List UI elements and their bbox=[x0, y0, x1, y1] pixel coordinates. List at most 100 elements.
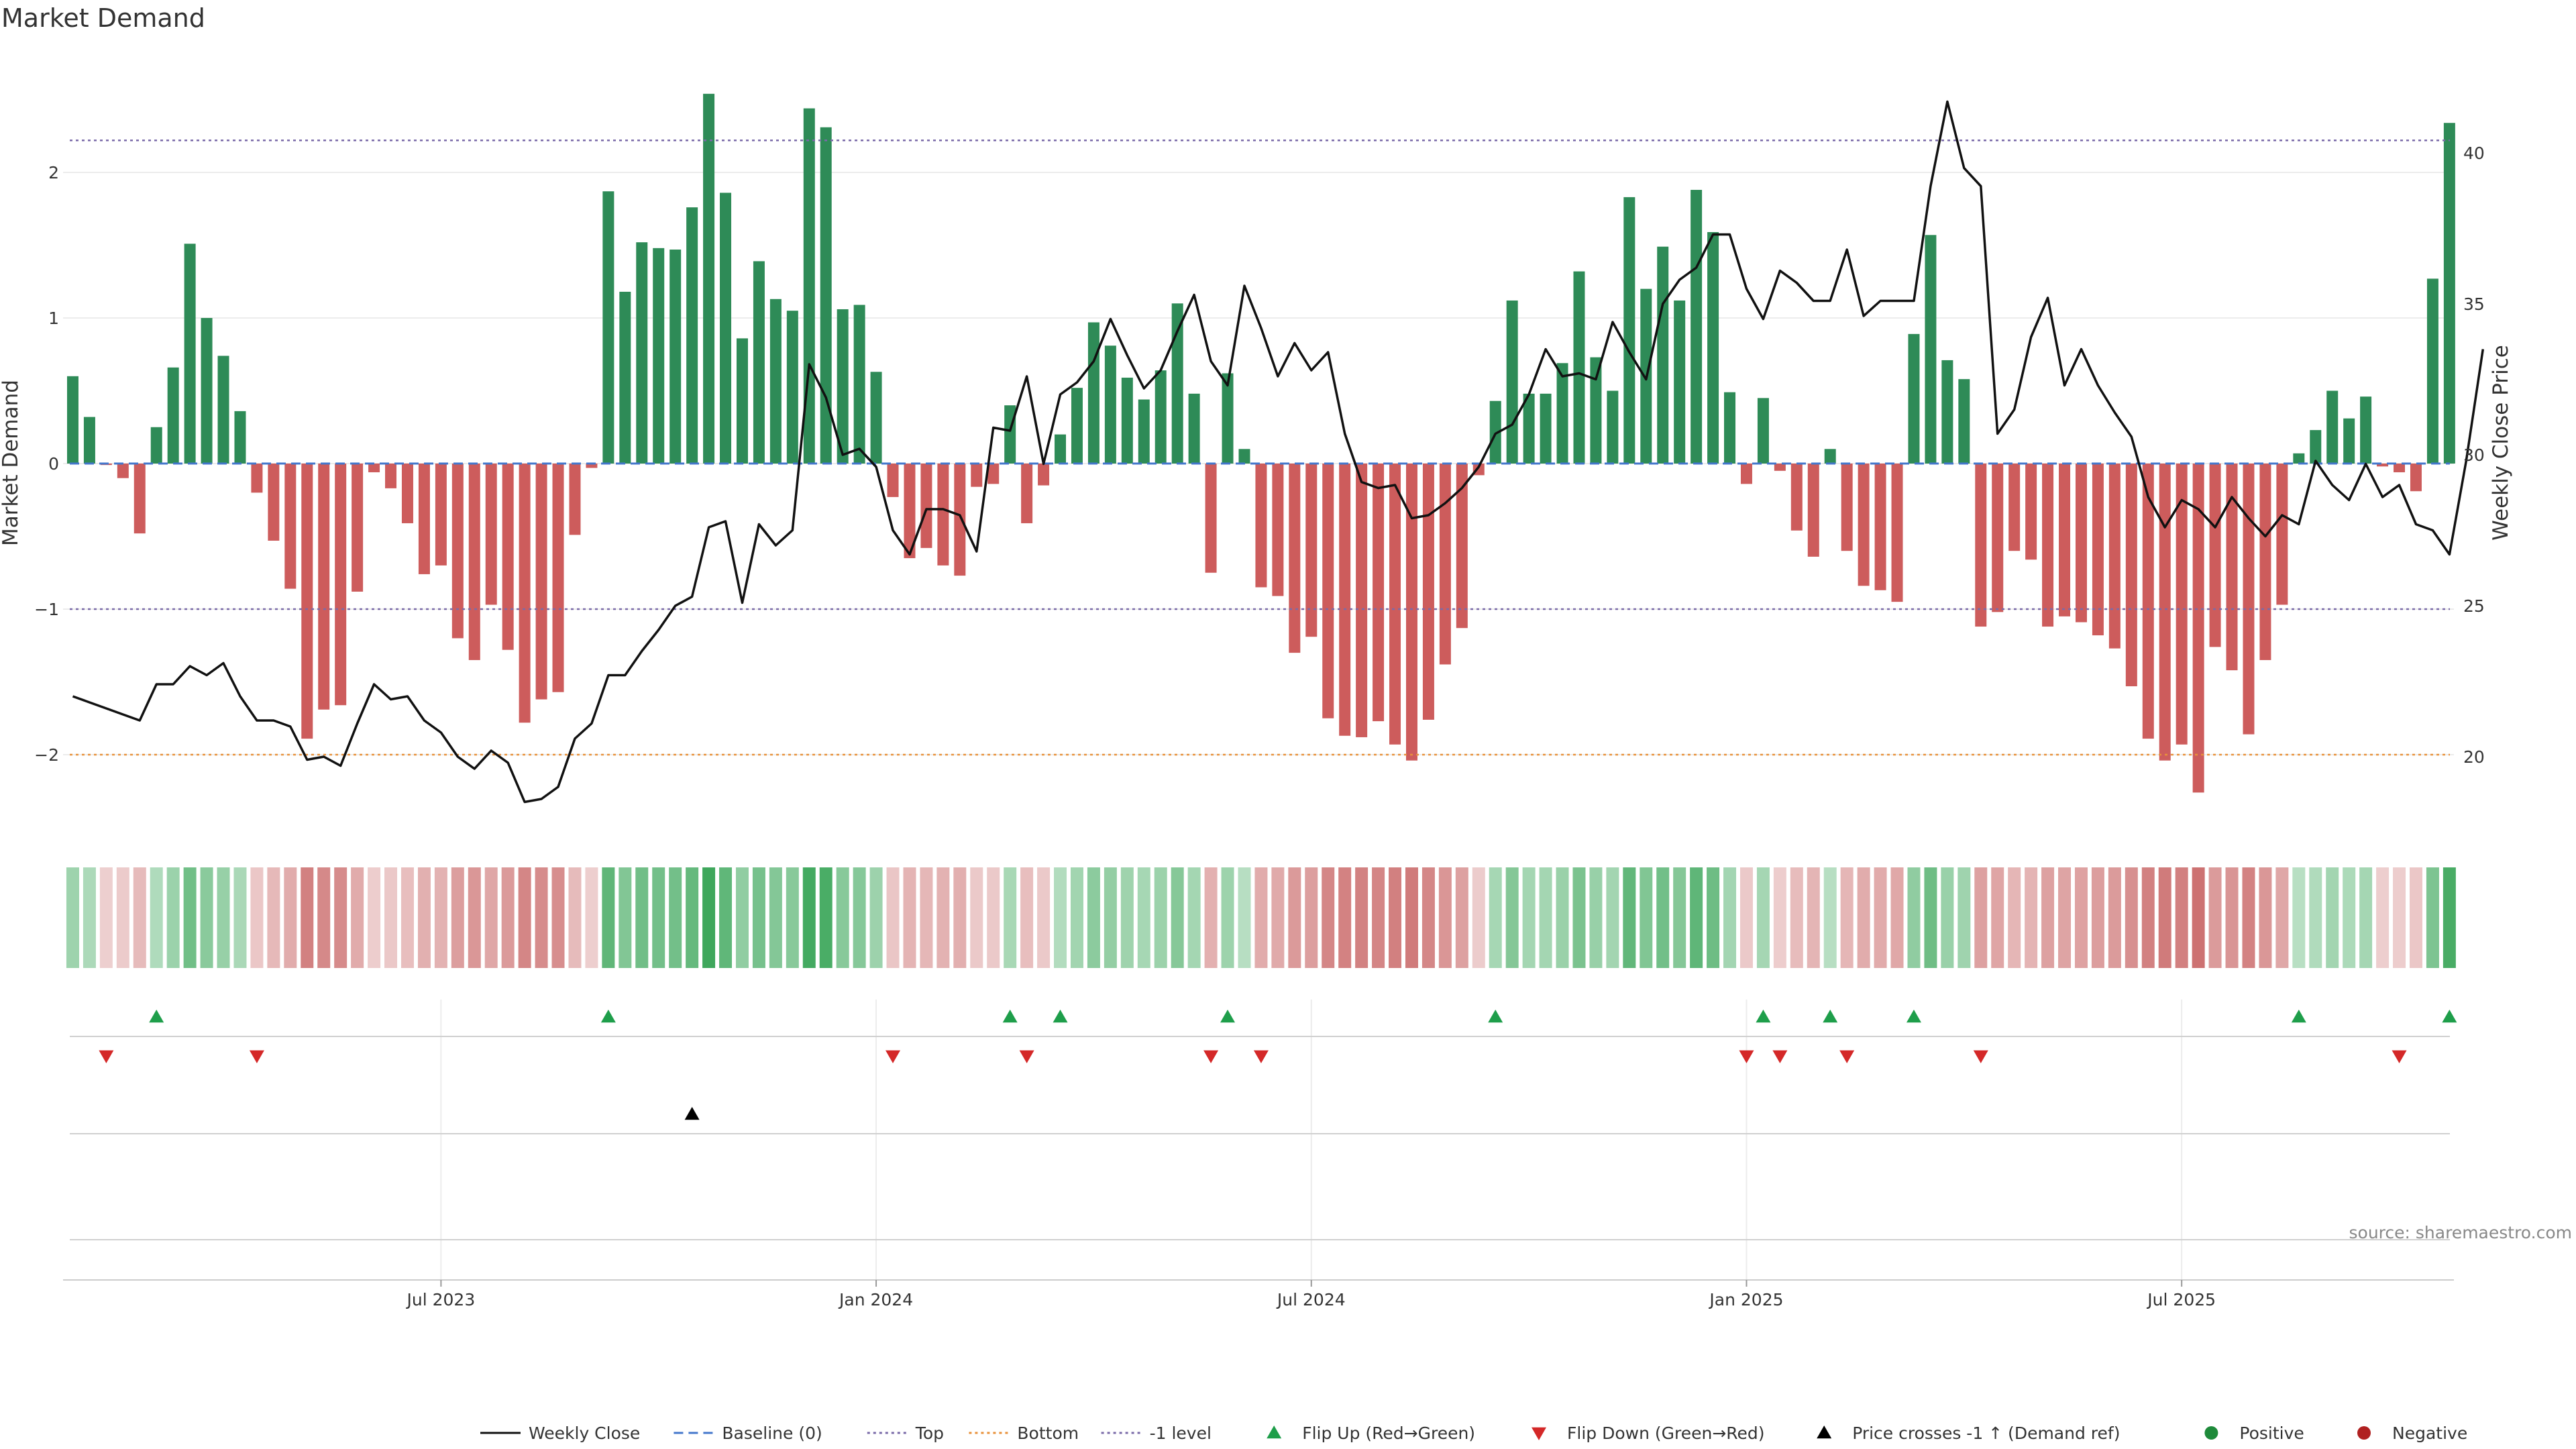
demand-bar bbox=[535, 464, 547, 700]
heat-cell bbox=[1723, 867, 1737, 968]
heat-cell bbox=[1840, 867, 1854, 968]
demand-bar bbox=[1975, 464, 1987, 627]
demand-bar bbox=[2042, 464, 2054, 627]
legend-icon-triangle-up bbox=[1267, 1426, 1282, 1439]
demand-bar bbox=[686, 207, 698, 464]
heat-cell bbox=[1489, 867, 1502, 968]
demand-bar bbox=[1038, 464, 1050, 486]
heat-cell bbox=[1204, 867, 1218, 968]
demand-bar bbox=[502, 464, 514, 650]
legend-label: Baseline (0) bbox=[722, 1424, 822, 1443]
demand-bars bbox=[66, 93, 2455, 793]
price-line-layer bbox=[72, 100, 2485, 804]
demand-bar bbox=[150, 427, 162, 464]
demand-bar bbox=[2326, 390, 2339, 464]
heat-cell bbox=[752, 867, 765, 968]
demand-bar bbox=[1055, 434, 1067, 464]
demand-bar bbox=[2310, 430, 2322, 464]
demand-bar bbox=[385, 464, 397, 488]
heat-cell bbox=[1254, 867, 1268, 968]
demand-bar bbox=[1724, 392, 1736, 464]
source-note: source: sharemaestro.com bbox=[2349, 1223, 2573, 1242]
flip-up-marker bbox=[1756, 1010, 1771, 1023]
demand-bar bbox=[1540, 393, 1552, 464]
heat-cell bbox=[836, 867, 849, 968]
demand-bar bbox=[2394, 464, 2406, 473]
heat-cell bbox=[518, 867, 531, 968]
heat-cell bbox=[384, 867, 398, 968]
legend-label: Top bbox=[915, 1424, 944, 1443]
y-tick-label: 0 bbox=[48, 454, 59, 474]
heat-cell bbox=[786, 867, 799, 968]
demand-bar bbox=[920, 464, 932, 548]
demand-bar bbox=[301, 464, 313, 739]
legend-label: Flip Down (Green→Red) bbox=[1567, 1424, 1765, 1443]
heat-cell bbox=[1087, 867, 1100, 968]
demand-bar bbox=[786, 311, 798, 464]
flip-up-marker bbox=[149, 1010, 164, 1023]
heat-cell bbox=[936, 867, 950, 968]
heat-cell bbox=[183, 867, 197, 968]
heat-cell bbox=[1438, 867, 1452, 968]
heat-cell bbox=[1389, 867, 1402, 968]
demand-bar bbox=[887, 464, 899, 497]
flip-up-marker bbox=[1488, 1010, 1503, 1023]
heat-cell bbox=[501, 867, 515, 968]
heat-cell bbox=[535, 867, 548, 968]
heat-cell bbox=[301, 867, 314, 968]
grid-layer bbox=[63, 172, 2454, 1281]
demand-bar bbox=[485, 464, 497, 605]
heat-cell bbox=[417, 867, 431, 968]
heat-cell bbox=[2025, 867, 2038, 968]
heat-cell bbox=[1338, 867, 1352, 968]
demand-bar bbox=[1774, 464, 1786, 471]
demand-bar bbox=[1623, 197, 1635, 464]
heat-cell bbox=[769, 867, 782, 968]
heat-cell bbox=[1589, 867, 1603, 968]
heat-cell bbox=[368, 867, 381, 968]
heat-cell bbox=[1890, 867, 1904, 968]
heat-cell bbox=[635, 867, 649, 968]
demand-bar bbox=[937, 464, 949, 566]
demand-bar bbox=[1740, 464, 1752, 484]
heat-cell bbox=[2292, 867, 2306, 968]
demand-bar bbox=[184, 244, 196, 464]
demand-bar bbox=[2209, 464, 2221, 647]
heat-cell bbox=[400, 867, 414, 968]
demand-bar bbox=[2226, 464, 2238, 671]
heat-cell bbox=[150, 867, 163, 968]
flip-down-marker bbox=[885, 1050, 901, 1063]
demand-bar bbox=[1021, 464, 1033, 523]
heat-cell bbox=[702, 867, 716, 968]
demand-bar bbox=[1506, 300, 1518, 464]
demand-bar bbox=[2410, 464, 2422, 492]
demand-bar bbox=[2108, 464, 2121, 649]
demand-bar bbox=[2243, 464, 2255, 735]
demand-bar bbox=[2092, 464, 2104, 636]
demand-bar bbox=[1222, 373, 1234, 464]
heat-cell bbox=[903, 867, 916, 968]
demand-bar bbox=[2293, 453, 2305, 464]
demand-bar bbox=[954, 464, 966, 576]
flip-down-marker bbox=[99, 1050, 114, 1063]
heat-cell bbox=[2125, 867, 2138, 968]
demand-bar bbox=[318, 464, 330, 710]
flip-up-marker bbox=[1823, 1010, 1838, 1023]
demand-bar bbox=[1590, 357, 1602, 464]
heat-cell bbox=[133, 867, 146, 968]
demand-bar bbox=[1439, 464, 1451, 665]
heat-cell bbox=[2376, 867, 2390, 968]
legend-label: Positive bbox=[2239, 1424, 2304, 1443]
heat-cell bbox=[735, 867, 749, 968]
heat-cell bbox=[869, 867, 883, 968]
demand-bar bbox=[1373, 464, 1385, 722]
demand-bar bbox=[1858, 464, 1870, 586]
heat-cell bbox=[2158, 867, 2171, 968]
heat-cell bbox=[2359, 867, 2373, 968]
heat-cell bbox=[166, 867, 180, 968]
heat-cell bbox=[1974, 867, 1988, 968]
demand-bar bbox=[1238, 449, 1250, 464]
demand-bar bbox=[2192, 464, 2204, 793]
demand-bar bbox=[519, 464, 531, 723]
